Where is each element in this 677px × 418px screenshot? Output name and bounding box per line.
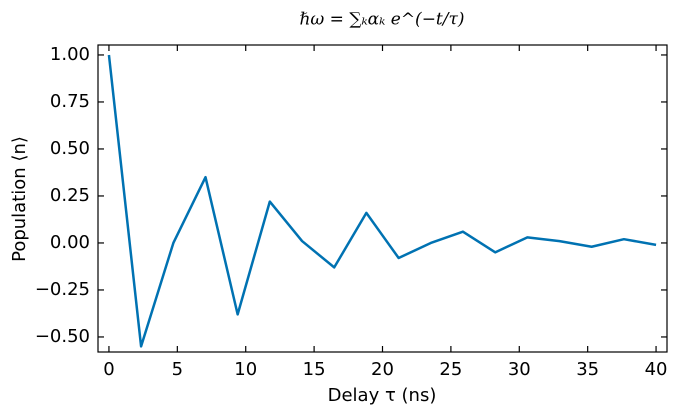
chart-title: ℏω = ∑ₖαₖ e^(−t/τ) — [299, 10, 464, 30]
y-tick-label: 0.50 — [50, 138, 90, 159]
x-tick-label: 5 — [172, 359, 183, 380]
x-tick-label: 40 — [645, 359, 668, 380]
x-tick-label: 30 — [508, 359, 531, 380]
line-series — [107, 54, 657, 348]
x-tick-label: 15 — [303, 359, 326, 380]
x-tick-label: 20 — [371, 359, 394, 380]
x-tick-label: 0 — [103, 359, 114, 380]
y-tick-label: 0.25 — [50, 185, 90, 206]
y-tick-label: −0.25 — [35, 279, 90, 300]
plot-frame — [97, 44, 668, 353]
x-tick-label: 35 — [576, 359, 599, 380]
y-tick-label: 0.00 — [50, 232, 90, 253]
y-tick-label: 1.00 — [50, 44, 90, 65]
y-tick-label: −0.50 — [35, 326, 90, 347]
x-tick-label: 25 — [439, 359, 462, 380]
x-axis-label: Delay τ (ns) — [328, 385, 437, 406]
y-axis-label: Population ⟨n⟩ — [9, 136, 30, 262]
x-tick-label: 10 — [234, 359, 257, 380]
y-tick-label: 0.75 — [50, 91, 90, 112]
